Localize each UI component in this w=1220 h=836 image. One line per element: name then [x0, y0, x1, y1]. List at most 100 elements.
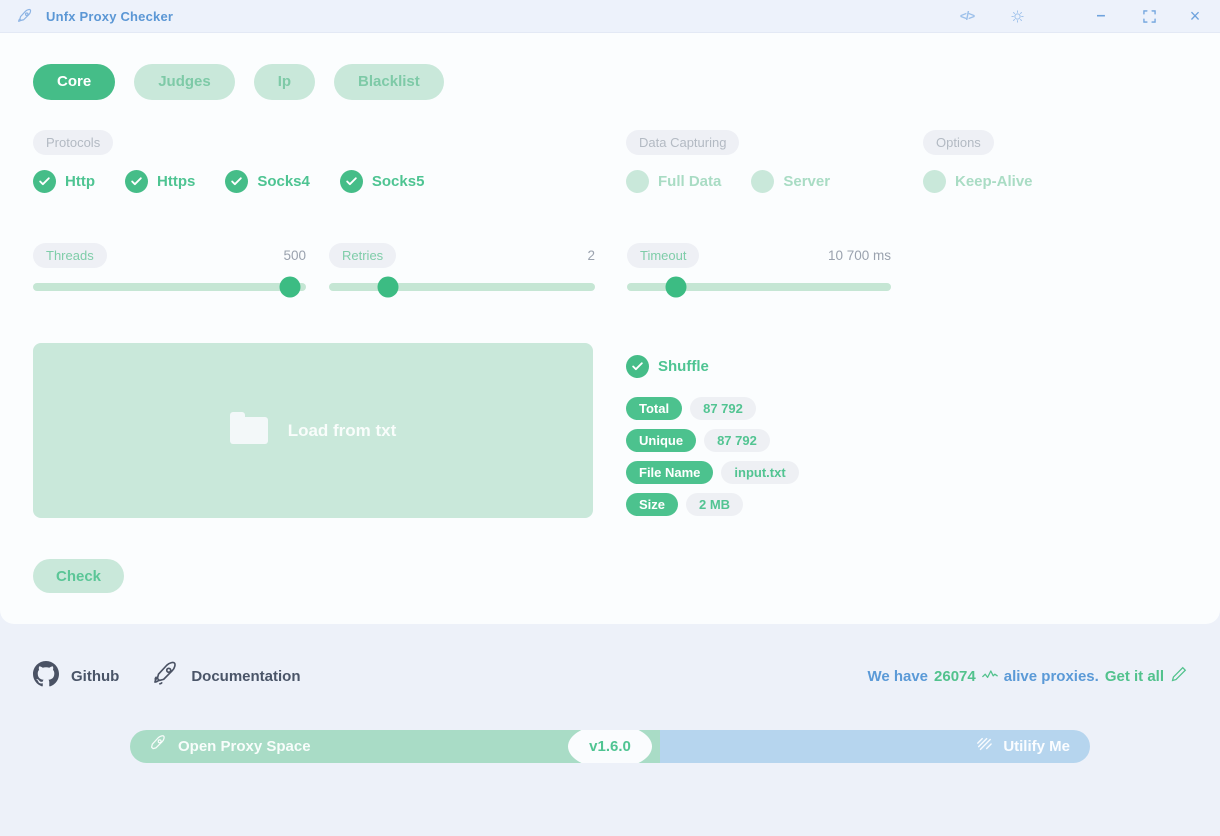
utilify-me-link[interactable]: Utilify Me [660, 730, 1090, 763]
options-label: Options [923, 130, 994, 155]
github-link[interactable]: Github [33, 661, 119, 692]
stat-value: 87 792 [690, 397, 756, 420]
protocols-label: Protocols [33, 130, 114, 155]
stat-total: Total 87 792 [626, 397, 799, 420]
tab-bar: Core Judges Ip Blacklist [33, 64, 1187, 100]
retries-slider-track[interactable] [329, 276, 595, 298]
checkbox-label: Server [783, 173, 831, 190]
protocols-group: Protocols Http Https Socks4 [33, 130, 626, 193]
rocket-icon [16, 8, 33, 25]
folder-icon [229, 412, 268, 444]
checkbox-http[interactable]: Http [33, 170, 95, 193]
timeout-slider-knob[interactable] [665, 276, 687, 298]
timeout-slider-track[interactable] [627, 276, 891, 298]
promo-middle: alive proxies. [1003, 668, 1099, 685]
minimize-icon[interactable]: – [1096, 7, 1106, 24]
rocket-icon [147, 734, 167, 759]
checkbox-label: Socks4 [257, 173, 310, 190]
checkbox-https[interactable]: Https [125, 170, 195, 193]
stat-value: 87 792 [704, 429, 770, 452]
rocket-icon [151, 660, 179, 693]
code-icon[interactable]: </> [959, 9, 975, 23]
stat-label: Size [626, 493, 679, 516]
promo-prefix: We have [867, 668, 929, 685]
sliders-row: Threads 500 Retries 2 Timeout [33, 243, 1187, 298]
threads-slider-label: Threads [33, 243, 107, 268]
pulse-icon [981, 668, 998, 685]
threads-slider: Threads 500 [33, 243, 306, 298]
check-circle-icon [225, 170, 249, 193]
retries-slider-label: Retries [329, 243, 397, 268]
timeout-slider: Timeout 10 700 ms [627, 243, 891, 298]
tab-ip[interactable]: Ip [253, 64, 316, 100]
utilify-me-label: Utilify Me [1003, 738, 1070, 755]
close-icon[interactable]: × [1189, 5, 1201, 26]
stat-label: Total [626, 397, 683, 420]
file-stats: Total 87 792 Unique 87 792 File Name inp… [626, 397, 799, 516]
check-circle-icon [626, 170, 649, 193]
checkbox-socks5[interactable]: Socks5 [339, 170, 425, 193]
threads-slider-value: 500 [283, 248, 306, 263]
version-badge: v1.6.0 [568, 730, 652, 763]
tab-judges[interactable]: Judges [134, 64, 235, 100]
file-info-column: Shuffle Total 87 792 Unique 87 792 File … [626, 343, 799, 525]
checkbox-socks4[interactable]: Socks4 [225, 170, 310, 193]
check-circle-icon [125, 170, 148, 193]
checkbox-label: Full Data [658, 173, 722, 190]
maximize-icon[interactable] [1140, 7, 1158, 25]
checkbox-keep-alive[interactable]: Keep-Alive [923, 170, 1033, 193]
checkbox-full-data[interactable]: Full Data [626, 170, 721, 193]
tab-core[interactable]: Core [33, 64, 116, 100]
github-icon [33, 661, 59, 692]
hatch-icon [975, 736, 993, 757]
stat-unique: Unique 87 792 [626, 429, 799, 452]
checkbox-label: Socks5 [371, 173, 425, 190]
alive-proxies-promo: We have 26074 alive proxies. Get it all [867, 666, 1187, 687]
timeout-slider-label: Timeout [627, 243, 700, 268]
stat-label: File Name [626, 461, 714, 484]
tab-blacklist[interactable]: Blacklist [334, 64, 444, 100]
load-from-txt-dropzone[interactable]: Load from txt [33, 343, 593, 518]
checkbox-label: Http [65, 173, 95, 190]
stat-label: Unique [626, 429, 697, 452]
promo-bar: Open Proxy Space Utilify Me v1.6.0 [130, 730, 1090, 763]
dropzone-label: Load from txt [287, 420, 397, 440]
retries-slider: Retries 2 [329, 243, 595, 298]
documentation-label: Documentation [191, 668, 301, 685]
check-circle-icon [751, 170, 775, 193]
check-circle-icon [626, 355, 649, 378]
protocols-checkboxes: Http Https Socks4 Socks5 [33, 170, 626, 193]
options-group: Options Keep-Alive [923, 130, 1187, 193]
check-circle-icon [923, 170, 946, 193]
checkbox-label: Shuffle [658, 358, 709, 375]
options-checkboxes: Keep-Alive [923, 170, 1187, 193]
data-capturing-label: Data Capturing [626, 130, 740, 155]
retries-slider-value: 2 [587, 248, 595, 263]
checkbox-server[interactable]: Server [751, 170, 830, 193]
retries-slider-knob[interactable] [377, 276, 399, 298]
settings-icon[interactable] [1008, 7, 1026, 25]
input-row: Load from txt Shuffle Total 87 792 Uniqu… [33, 343, 1187, 525]
stat-value: 2 MB [686, 493, 744, 516]
documentation-link[interactable]: Documentation [151, 660, 301, 693]
pencil-icon [1170, 666, 1187, 687]
github-label: Github [71, 668, 120, 685]
footer-links: Github Documentation We have 26074 [33, 660, 1187, 693]
stat-file-name: File Name input.txt [626, 461, 799, 484]
check-button[interactable]: Check [33, 559, 124, 593]
footer: Github Documentation We have 26074 [0, 624, 1220, 763]
checkbox-shuffle[interactable]: Shuffle [626, 355, 769, 378]
titlebar: Unfx Proxy Checker </> – × [0, 0, 1220, 33]
main-panel: Core Judges Ip Blacklist Protocols Http … [0, 33, 1220, 624]
threads-slider-track[interactable] [33, 276, 306, 298]
stat-size: Size 2 MB [626, 493, 799, 516]
promo-count: 26074 [934, 668, 976, 685]
check-circle-icon [33, 170, 56, 193]
check-circle-icon [339, 170, 363, 193]
data-capturing-checkboxes: Full Data Server [626, 170, 923, 193]
app-title: Unfx Proxy Checker [46, 8, 174, 24]
promo-cta[interactable]: Get it all [1104, 668, 1164, 685]
threads-slider-knob[interactable] [279, 276, 301, 298]
settings-groups: Protocols Http Https Socks4 [33, 130, 1187, 193]
